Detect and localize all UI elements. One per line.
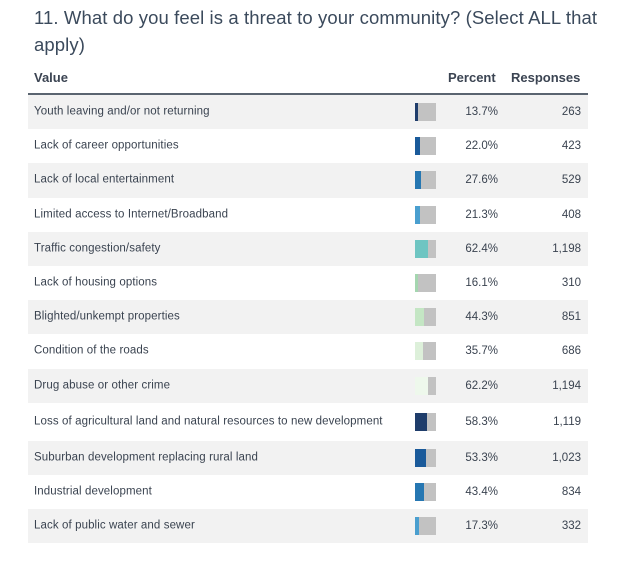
row-percent: 22.0%: [465, 140, 498, 153]
row-label: Loss of agricultural land and natural re…: [34, 415, 383, 428]
row-label: Lack of career opportunities: [34, 139, 179, 152]
row-percent: 35.7%: [465, 345, 498, 358]
row-responses: 263: [561, 106, 581, 119]
percent-bar-fill: [415, 342, 423, 361]
row-percent: 43.4%: [465, 485, 498, 498]
table-row: Drug abuse or other crime 62.2% 1,194: [28, 368, 588, 403]
row-percent: 53.3%: [465, 451, 498, 464]
percent-bar: [415, 412, 436, 431]
row-label: Lack of local entertainment: [34, 173, 175, 186]
percent-bar-fill: [415, 448, 427, 467]
percent-bar: [415, 171, 436, 190]
table-row: Lack of local entertainment 27.6% 529: [28, 163, 588, 198]
percent-bar: [415, 205, 436, 224]
row-responses: 686: [561, 345, 581, 358]
percent-bar-fill: [415, 171, 421, 190]
percent-bar-fill: [415, 308, 425, 327]
row-label: Lack of housing options: [34, 276, 158, 289]
row-responses: 310: [561, 277, 581, 290]
percent-bar-fill: [415, 376, 429, 395]
row-label: Blighted/unkempt properties: [34, 310, 180, 323]
percent-bar-fill: [415, 239, 429, 258]
percent-bar: [415, 342, 436, 361]
table-body: Youth leaving and/or not returning 13.7% 2…: [28, 95, 588, 544]
row-percent: 17.3%: [465, 520, 498, 533]
table-row: Condition of the roads 35.7% 686: [28, 334, 588, 368]
percent-bar: [415, 274, 436, 293]
percent-bar-fill: [415, 137, 420, 156]
table-row: Lack of housing options 16.1% 310: [28, 266, 588, 300]
percent-bar: [415, 103, 436, 122]
row-responses: 851: [561, 311, 581, 324]
table-row: Blighted/unkempt properties 44.3% 851: [28, 300, 588, 335]
header-value[interactable]: Value: [34, 70, 68, 85]
table-row: Limited access to Internet/Broadband 21.3…: [28, 198, 588, 232]
table-row: Suburban development replacing rural lan…: [28, 440, 588, 475]
table-header: Value Percent Responses: [28, 62, 588, 95]
row-responses: 408: [561, 208, 581, 221]
table-row: Lack of career opportunities 22.0% 423: [28, 129, 588, 163]
percent-bar: [415, 137, 436, 156]
row-percent: 62.4%: [465, 242, 498, 255]
row-responses: 1,119: [553, 415, 581, 428]
table-row: Lack of public water and sewer 17.3% 332: [28, 509, 588, 544]
table-row: Youth leaving and/or not returning 13.7% 2…: [28, 95, 588, 130]
row-responses: 332: [561, 520, 581, 533]
row-responses: 834: [561, 485, 581, 498]
row-percent: 62.2%: [465, 379, 498, 392]
percent-bar: [415, 239, 436, 258]
row-responses: 529: [561, 174, 581, 187]
table-row: Industrial development 43.4% 834: [28, 475, 588, 509]
table-row: Traffic congestion/safety 62.4% 1,198: [28, 231, 588, 266]
row-percent: 58.3%: [465, 415, 498, 428]
percent-bar: [415, 482, 436, 501]
row-percent: 13.7%: [465, 106, 498, 119]
header-percent[interactable]: Percent: [448, 70, 496, 85]
row-percent: 44.3%: [465, 311, 498, 324]
percent-bar: [415, 376, 436, 395]
question-title: 11. What do you feel is a threat to your…: [34, 7, 598, 55]
row-percent: 16.1%: [465, 277, 498, 290]
row-responses: 1,023: [552, 451, 581, 464]
row-label: Drug abuse or other crime: [34, 379, 171, 392]
table-row: Loss of agricultural land and natural re…: [28, 403, 588, 441]
results-table: Value Percent Responses Youth leaving an…: [28, 62, 588, 544]
percent-bar: [415, 448, 436, 467]
percent-bar-fill: [415, 412, 428, 431]
row-label: Youth leaving and/or not returning: [34, 105, 210, 118]
row-label: Suburban development replacing rural lan…: [34, 451, 259, 464]
row-percent: 21.3%: [465, 208, 498, 221]
row-responses: 1,194: [552, 379, 581, 392]
percent-bar-fill: [415, 103, 418, 122]
percent-bar-fill: [415, 517, 419, 536]
percent-bar-fill: [415, 482, 425, 501]
row-label: Traffic congestion/safety: [34, 242, 161, 255]
row-percent: 27.6%: [465, 174, 498, 187]
row-responses: 1,198: [552, 242, 581, 255]
percent-bar: [415, 517, 436, 536]
header-responses[interactable]: Responses: [511, 70, 581, 85]
row-label: Industrial development: [34, 485, 152, 498]
row-label: Condition of the roads: [34, 344, 149, 357]
row-label: Limited access to Internet/Broadband: [34, 208, 229, 221]
row-responses: 423: [561, 140, 581, 153]
percent-bar-fill: [415, 205, 420, 224]
percent-bar-fill: [415, 274, 419, 293]
row-label: Lack of public water and sewer: [34, 519, 195, 532]
percent-bar: [415, 308, 436, 327]
